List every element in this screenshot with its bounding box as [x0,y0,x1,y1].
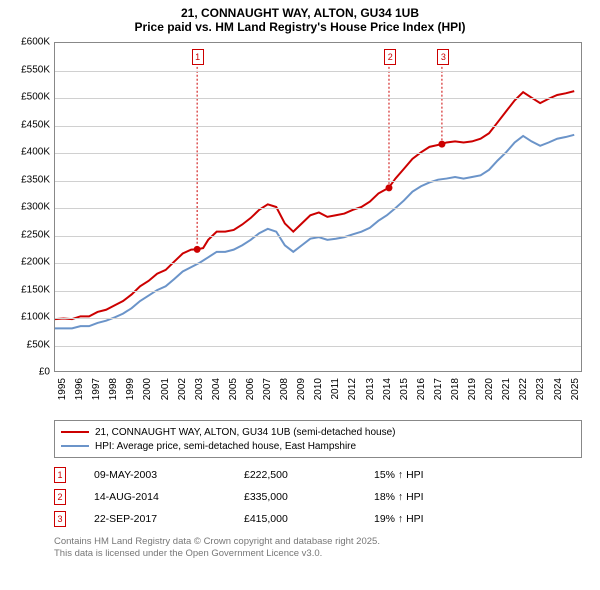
x-axis-tick: 2001 [160,378,171,400]
sale-pct: 15% ↑ HPI [374,469,494,481]
series-hpi [55,135,574,329]
series-marker-dot [194,246,201,253]
y-axis-tick: £500K [21,92,50,103]
x-axis-tick: 2013 [365,378,376,400]
sale-date: 09-MAY-2003 [94,469,244,481]
x-axis-tick: 2024 [553,378,564,400]
footer: Contains HM Land Registry data © Crown c… [54,536,590,561]
sales-row: 3 22-SEP-2017 £415,000 19% ↑ HPI [54,508,582,530]
y-axis-tick: £200K [21,257,50,268]
x-axis-tick: 2018 [450,378,461,400]
sale-price: £415,000 [244,513,374,525]
series-marker-dot [438,141,445,148]
series-marker-label: 1 [192,49,204,65]
x-axis-tick: 2011 [330,378,341,400]
x-axis-tick: 1999 [125,378,136,400]
sale-date: 14-AUG-2014 [94,491,244,503]
legend-swatch [61,445,89,447]
x-axis-tick: 2022 [518,378,529,400]
x-axis-tick: 2006 [245,378,256,400]
legend-label: HPI: Average price, semi-detached house,… [95,441,356,452]
x-axis-tick: 1998 [108,378,119,400]
x-axis-tick: 2002 [177,378,188,400]
footer-line: Contains HM Land Registry data © Crown c… [54,536,590,548]
x-axis-tick: 2004 [211,378,222,400]
sale-pct: 19% ↑ HPI [374,513,494,525]
x-axis-tick: 2015 [399,378,410,400]
x-axis-tick: 2010 [313,378,324,400]
x-axis-tick: 1997 [91,378,102,400]
x-axis-tick: 2014 [382,378,393,400]
x-axis-tick: 2008 [279,378,290,400]
sale-marker-icon: 2 [54,489,66,505]
legend-swatch [61,431,89,433]
sale-marker-icon: 3 [54,511,66,527]
x-axis-tick: 2025 [570,378,581,400]
x-axis-tick: 2020 [484,378,495,400]
y-axis-tick: £450K [21,119,50,130]
series-marker-label: 2 [384,49,396,65]
x-axis-tick: 2016 [416,378,427,400]
x-axis-tick: 2017 [433,378,444,400]
footer-line: This data is licensed under the Open Gov… [54,548,590,560]
legend-row: 21, CONNAUGHT WAY, ALTON, GU34 1UB (semi… [61,425,575,439]
y-axis-tick: £550K [21,64,50,75]
y-axis-tick: £50K [27,339,50,350]
sale-price: £335,000 [244,491,374,503]
plot-area: 1 2 3 [54,42,582,372]
legend-label: 21, CONNAUGHT WAY, ALTON, GU34 1UB (semi… [95,427,395,438]
y-axis-tick: £400K [21,147,50,158]
y-axis-tick: £600K [21,37,50,48]
x-axis-tick: 2019 [467,378,478,400]
legend-row: HPI: Average price, semi-detached house,… [61,439,575,453]
sales-row: 2 14-AUG-2014 £335,000 18% ↑ HPI [54,486,582,508]
y-axis-tick: £150K [21,284,50,295]
y-axis-tick: £350K [21,174,50,185]
sale-price: £222,500 [244,469,374,481]
x-axis-tick: 2023 [535,378,546,400]
series-marker-label: 3 [437,49,449,65]
x-axis-tick: 2007 [262,378,273,400]
legend: 21, CONNAUGHT WAY, ALTON, GU34 1UB (semi… [54,420,582,458]
x-axis-tick: 2005 [228,378,239,400]
y-axis-tick: £100K [21,312,50,323]
x-axis-tick: 1995 [57,378,68,400]
chart-subtitle: Price paid vs. HM Land Registry's House … [10,20,590,34]
x-axis-tick: 2009 [296,378,307,400]
line-series-svg [55,43,581,371]
chart-titles: 21, CONNAUGHT WAY, ALTON, GU34 1UB Price… [10,6,590,34]
sale-marker-icon: 1 [54,467,66,483]
chart-title: 21, CONNAUGHT WAY, ALTON, GU34 1UB [10,6,590,20]
sale-date: 22-SEP-2017 [94,513,244,525]
sale-pct: 18% ↑ HPI [374,491,494,503]
sales-row: 1 09-MAY-2003 £222,500 15% ↑ HPI [54,464,582,486]
y-axis-tick: £300K [21,202,50,213]
x-axis-tick: 2003 [194,378,205,400]
y-axis-tick: £250K [21,229,50,240]
x-axis-tick: 2012 [347,378,358,400]
sales-table: 1 09-MAY-2003 £222,500 15% ↑ HPI 2 14-AU… [54,464,582,530]
chart-area: 1 2 3 £0 £50K £100K £150K £200K £250K £300K £350K… [10,38,590,418]
x-axis-tick: 2000 [142,378,153,400]
series-marker-dot [385,184,392,191]
x-axis-tick: 1996 [74,378,85,400]
y-axis-tick: £0 [39,367,50,378]
x-axis-tick: 2021 [501,378,512,400]
